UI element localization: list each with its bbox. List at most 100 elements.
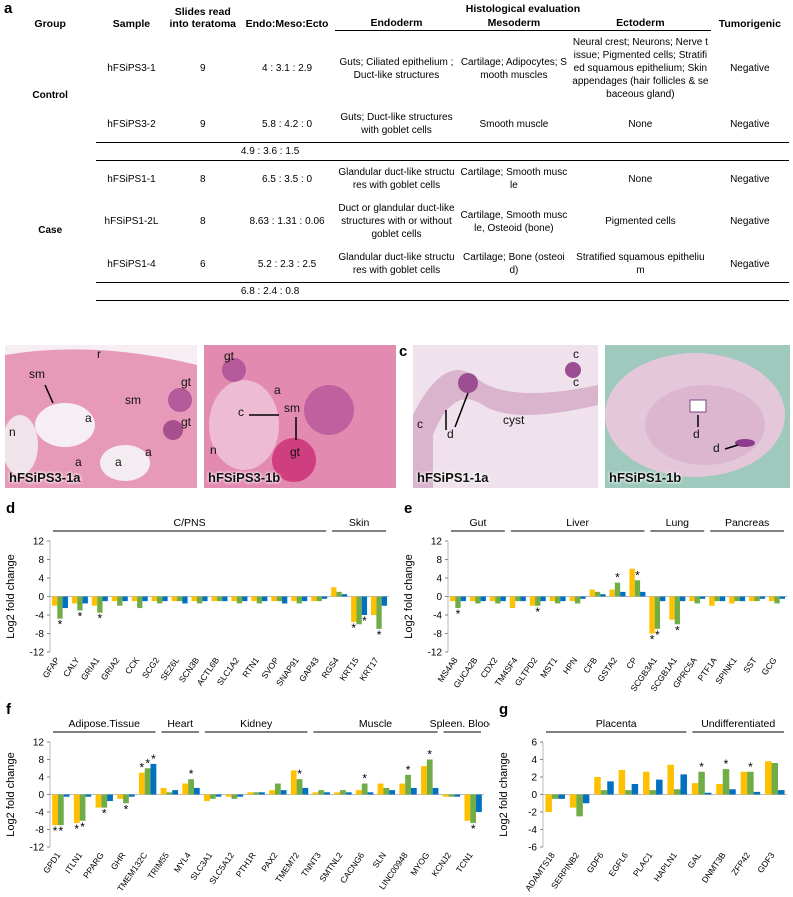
- significance-mark: *: [471, 822, 476, 836]
- y-tick-label: 12: [33, 537, 45, 548]
- bar: [131, 596, 138, 602]
- bar: [276, 596, 282, 602]
- bar: [62, 596, 68, 609]
- bar: [540, 596, 546, 602]
- bar: [560, 596, 566, 602]
- significance-mark: *: [362, 614, 367, 628]
- bar: [162, 596, 168, 602]
- table-cell: Cartilage; Bone (osteoid): [463, 252, 565, 276]
- bar: [500, 596, 506, 602]
- bar: [753, 791, 761, 795]
- image-label: d: [447, 427, 454, 441]
- bar: [97, 596, 103, 613]
- bar: [128, 794, 135, 797]
- table-row: Control hFSiPS3-1 9 4 : 3.1 : 2.9 Guts; Cili…: [4, 31, 789, 107]
- bar: [222, 596, 228, 602]
- mean-cell: 6.8 : 2.4 : 0.8: [238, 282, 789, 301]
- chart: d Log2 fold change -12 -8 -4 0 4 8 12 C/PNS Skin GF…: [5, 500, 389, 688]
- y-tick-label: -12: [30, 843, 45, 854]
- bar: [649, 790, 657, 795]
- table-cell: hFSiPS1-4: [107, 258, 156, 270]
- significance-mark: *: [699, 760, 704, 774]
- bar: [150, 763, 157, 795]
- y-tick-label: 12: [33, 738, 45, 749]
- bar: [448, 794, 455, 797]
- bar: [669, 596, 675, 620]
- bar: [631, 784, 639, 795]
- bar: [82, 596, 88, 604]
- tissue: [413, 362, 598, 488]
- subcolumn-header: Ectoderm: [570, 16, 711, 31]
- table-cell: None: [628, 118, 653, 130]
- bar: [216, 596, 223, 602]
- bar: [729, 789, 736, 795]
- bar: [321, 596, 328, 599]
- bar: [71, 596, 78, 604]
- group-cell: Case: [38, 225, 63, 236]
- chart: e Log2 fold change -12 -8 -4 0 4 8 12 Gut Liver Lun…: [403, 500, 787, 693]
- group-label: Heart: [167, 718, 193, 730]
- x-tick-label: GSTA2: [595, 655, 619, 683]
- bar: [691, 783, 699, 795]
- bar: [381, 596, 388, 606]
- bar: [340, 790, 346, 795]
- bar: [193, 787, 200, 795]
- bar: [262, 596, 268, 602]
- bar: [383, 787, 390, 795]
- bar: [600, 790, 608, 795]
- image-label: gt: [181, 415, 192, 429]
- bar: [739, 596, 746, 602]
- y-axis-label: Log2 fold change: [5, 554, 17, 638]
- table-cell: 6.5 : 3.5 : 0: [262, 173, 313, 185]
- x-tick-label: SST: [741, 655, 759, 674]
- bar: [172, 790, 179, 795]
- bar: [331, 587, 337, 597]
- table-cell: Negative: [730, 118, 770, 130]
- image-label: sm: [125, 393, 141, 407]
- bar: [729, 596, 735, 604]
- image-label: c: [417, 417, 423, 431]
- bar: [144, 768, 151, 795]
- bar: [151, 596, 158, 602]
- y-tick-label: 4: [436, 574, 442, 585]
- y-tick-label: -8: [35, 825, 44, 836]
- bar: [582, 794, 590, 804]
- bar: [551, 794, 559, 799]
- table-cell: hFSiPS1-2L: [104, 216, 159, 227]
- bar: [689, 596, 695, 602]
- y-axis-label: Log2 fold change: [5, 752, 17, 836]
- bar: [594, 591, 601, 597]
- blank-cell: [96, 282, 167, 301]
- table-cell: Negative: [730, 216, 770, 227]
- bar: [102, 596, 108, 602]
- group-label: Skin: [349, 517, 370, 529]
- bar: [634, 580, 641, 597]
- bar: [660, 596, 666, 602]
- bar: [95, 794, 102, 808]
- bar: [649, 596, 655, 634]
- significance-mark: *: [189, 767, 194, 781]
- panel-label: d: [6, 500, 15, 517]
- bar: [123, 794, 129, 804]
- significance-mark: *: [655, 628, 660, 642]
- bar: [316, 596, 322, 602]
- bar: [714, 596, 720, 602]
- bar: [138, 772, 145, 795]
- column-header: Endo:Meso:Ecto: [245, 17, 329, 30]
- bar: [111, 596, 118, 602]
- bar: [704, 792, 712, 795]
- bar: [719, 596, 726, 602]
- bar: [142, 596, 148, 602]
- image-label: n: [9, 425, 16, 439]
- x-tick-label: KCNJ2: [429, 850, 453, 878]
- y-tick-label: 0: [531, 790, 537, 801]
- bar: [754, 596, 760, 602]
- table-cell: 8: [199, 216, 206, 227]
- bar: [594, 777, 601, 795]
- bar: [188, 779, 194, 795]
- bar: [480, 596, 486, 602]
- bar: [495, 596, 501, 604]
- y-tick-label: 4: [38, 574, 44, 585]
- table-cell: Pigmented cells: [605, 216, 676, 227]
- x-tick-label: KRT17: [357, 655, 380, 683]
